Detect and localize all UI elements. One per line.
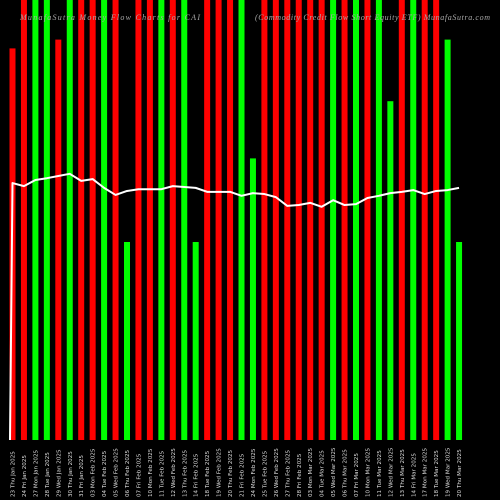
volume-bar [444, 39, 451, 440]
average-volume-line [9, 172, 460, 441]
date-label: 13 Thu Feb 2025 [182, 449, 188, 497]
date-label: 17 Mon Mar 2025 [423, 448, 429, 497]
date-label: 03 Mon Mar 2025 [308, 448, 314, 497]
date-label: 19 Wed Mar 2025 [446, 447, 452, 497]
volume-bar [181, 0, 188, 440]
volume-bar [295, 0, 302, 440]
date-label: 20 Thu Mar 2025 [457, 449, 463, 497]
date-label: 28 Tue Jan 2025 [45, 452, 51, 497]
volume-bar [307, 0, 314, 440]
date-label: 04 Tue Feb 2025 [102, 450, 108, 497]
volume-bar [456, 242, 463, 440]
volume-bar [55, 39, 62, 440]
date-label: 27 Thu Feb 2025 [285, 449, 291, 497]
date-label: 24 Fri Jan 2025 [22, 455, 28, 497]
date-label: 03 Mon Feb 2025 [91, 448, 97, 497]
date-label: 07 Fri Feb 2025 [136, 453, 142, 497]
date-label: 10 Mon Mar 2025 [365, 448, 371, 497]
date-label: 12 Wed Mar 2025 [388, 447, 394, 497]
volume-bar [101, 0, 108, 440]
volume-bar [410, 0, 417, 440]
volume-bar [330, 0, 337, 440]
date-label: 18 Tue Feb 2025 [205, 450, 211, 497]
date-label: 30 Thu Jan 2025 [68, 451, 74, 497]
volume-bar [135, 0, 142, 440]
date-label: 24 Mon Feb 2025 [251, 448, 257, 497]
date-label: 07 Fri Mar 2025 [354, 453, 360, 497]
volume-bar [433, 0, 440, 440]
chart-title-right: (Commodity Credit Flow Short Equity ETF)… [255, 13, 490, 22]
date-label: 14 Fri Feb 2025 [194, 453, 200, 497]
date-label: 14 Fri Mar 2025 [411, 453, 417, 497]
volume-bar [364, 0, 371, 440]
volume-bar [20, 0, 27, 440]
date-label: 29 Wed Jan 2025 [56, 449, 62, 497]
volume-bars [9, 0, 463, 441]
date-label: 12 Wed Feb 2025 [171, 448, 177, 497]
date-label: 05 Wed Feb 2025 [114, 448, 120, 497]
date-label: 23 Thu Jan 2025 [11, 451, 17, 497]
volume-bar [215, 0, 222, 440]
date-label: 11 Tue Feb 2025 [159, 450, 165, 497]
date-label: 20 Thu Feb 2025 [228, 449, 234, 497]
volume-bar [43, 0, 50, 440]
date-label: 06 Thu Mar 2025 [343, 449, 349, 497]
volume-bar [78, 0, 85, 440]
date-label: 11 Tue Mar 2025 [377, 450, 383, 497]
date-label: 13 Thu Mar 2025 [400, 449, 406, 497]
volume-bar [192, 242, 199, 440]
date-label: 04 Tue Mar 2025 [320, 450, 326, 497]
volume-bar [169, 0, 176, 440]
volume-bar [421, 0, 428, 440]
volume-bar [341, 0, 348, 440]
date-label: 10 Mon Feb 2025 [148, 448, 154, 497]
volume-bar [398, 0, 405, 440]
volume-bar [89, 0, 96, 440]
volume-bar [112, 0, 119, 440]
volume-bar [272, 0, 279, 440]
volume-bar [375, 0, 382, 440]
date-label: 06 Thu Feb 2025 [125, 449, 131, 497]
volume-bar [249, 158, 256, 440]
volume-bar [124, 242, 130, 440]
volume-bar [238, 0, 245, 440]
volume-bar [204, 0, 211, 440]
volume-bar [66, 0, 73, 440]
date-label: 26 Wed Feb 2025 [274, 448, 280, 497]
volume-bar [146, 0, 153, 440]
date-label: 18 Tue Mar 2025 [434, 450, 440, 497]
volume-bar [318, 0, 325, 440]
volume-bar [32, 0, 39, 440]
volume-bar [158, 0, 165, 440]
date-label: 05 Wed Mar 2025 [331, 447, 337, 497]
date-label: 28 Fri Feb 2025 [297, 453, 303, 497]
date-axis-labels: 23 Thu Jan 2025 24 Fri Jan 2025 27 Mon Jan… [11, 447, 464, 497]
volume-bar [261, 0, 268, 440]
volume-bar [353, 0, 359, 440]
volume-bar [227, 0, 234, 440]
volume-bar [387, 101, 394, 440]
date-label: 21 Fri Feb 2025 [240, 453, 246, 497]
date-label: 31 Fri Jan 2025 [79, 455, 85, 497]
date-label: 25 Tue Feb 2025 [262, 450, 268, 497]
date-label: 19 Wed Feb 2025 [217, 448, 223, 497]
date-label: 27 Mon Jan 2025 [33, 449, 39, 497]
volume-bar [284, 0, 291, 440]
